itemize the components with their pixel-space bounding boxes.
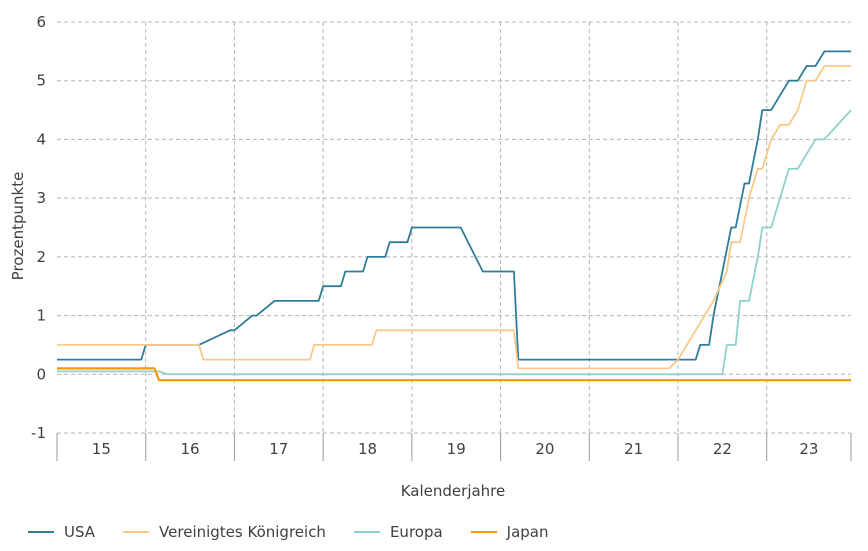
y-tick-label: -1 bbox=[31, 424, 46, 442]
legend-label: Vereinigtes Königreich bbox=[159, 523, 326, 541]
x-tick-label: 21 bbox=[624, 440, 643, 458]
x-tick-label: 15 bbox=[92, 440, 111, 458]
legend-swatch bbox=[28, 531, 54, 533]
x-tick-label: 18 bbox=[358, 440, 377, 458]
x-tick-label: 17 bbox=[269, 440, 288, 458]
legend-item: Japan bbox=[470, 523, 549, 541]
y-tick-label: 4 bbox=[36, 130, 46, 148]
x-tick-label: 16 bbox=[181, 440, 200, 458]
y-tick-label: 1 bbox=[36, 307, 46, 325]
x-tick-label: 22 bbox=[713, 440, 732, 458]
x-tick-label: 20 bbox=[535, 440, 554, 458]
series-line-usa bbox=[57, 50, 851, 361]
y-axis-title: Prozentpunkte bbox=[9, 172, 27, 281]
legend-item: USA bbox=[28, 523, 95, 541]
series-line-europa bbox=[57, 109, 852, 376]
x-axis-title: Kalenderjahre bbox=[401, 482, 506, 500]
x-tick-label: 19 bbox=[447, 440, 466, 458]
series-line-japan bbox=[57, 367, 851, 382]
y-tick-label: 5 bbox=[36, 72, 46, 90]
y-tick-label: 0 bbox=[36, 365, 46, 383]
legend-item: Europa bbox=[353, 523, 443, 541]
y-tick-label: 3 bbox=[36, 189, 46, 207]
x-tick-label: 23 bbox=[799, 440, 818, 458]
series-lines bbox=[57, 50, 852, 382]
legend-swatch bbox=[470, 531, 497, 533]
legend: USA Vereinigtes Königreich Europa Japan bbox=[28, 523, 549, 541]
legend-item: Vereinigtes Königreich bbox=[123, 523, 326, 541]
legend-swatch bbox=[123, 531, 150, 533]
series-line-vereinigtes-k-nigreich bbox=[57, 65, 851, 370]
legend-label: Europa bbox=[389, 523, 443, 541]
legend-swatch bbox=[353, 531, 380, 533]
y-tick-label: 6 bbox=[36, 13, 46, 31]
y-tick-label: 2 bbox=[36, 248, 46, 266]
legend-label: USA bbox=[64, 523, 96, 541]
legend-label: Japan bbox=[506, 523, 549, 541]
